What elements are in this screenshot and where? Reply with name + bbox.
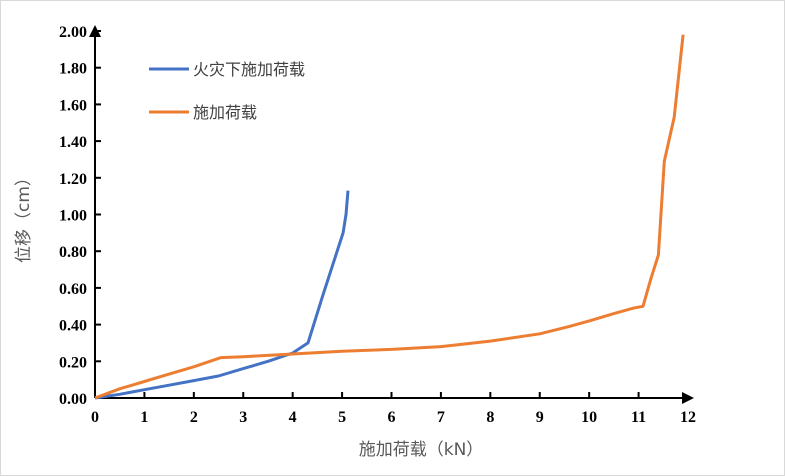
y-tick-label: 0.00 [59, 391, 87, 408]
y-tick-label: 1.60 [59, 97, 87, 114]
legend-label-fire: 火灾下施加荷载 [193, 60, 305, 79]
x-tick-label: 10 [581, 409, 597, 426]
x-tick-label: 9 [536, 409, 544, 426]
series-line-1 [94, 34, 685, 400]
x-axis-label: 施加荷载（kN） [359, 440, 484, 460]
x-tick-label: 6 [388, 409, 396, 426]
y-tick-label: 1.40 [59, 134, 87, 151]
y-axis-label: 位移（cm） [14, 169, 34, 263]
y-tick-label: 2.00 [59, 24, 87, 41]
x-tick-label: 2 [190, 409, 198, 426]
y-tick-label: 0.80 [59, 244, 87, 261]
y-tick-label: 1.80 [59, 61, 87, 78]
x-tick-label: 0 [91, 409, 99, 426]
x-tick-label: 4 [289, 409, 297, 426]
y-tick-label: 0.20 [59, 354, 87, 371]
x-tick-label: 5 [338, 409, 346, 426]
y-tick-label: 0.40 [59, 318, 87, 335]
x-tick-label: 8 [486, 409, 494, 426]
x-tick-label: 1 [140, 409, 148, 426]
y-tick-label: 0.60 [59, 281, 87, 298]
y-tick-label: 1.00 [59, 208, 87, 225]
x-tick-label: 11 [631, 409, 646, 426]
x-axis-arrow-icon [682, 392, 694, 404]
legend: 火灾下施加荷载 施加荷载 [149, 60, 305, 122]
x-tick-label: 3 [239, 409, 247, 426]
legend-label-load: 施加荷载 [193, 103, 257, 122]
x-tick-label: 12 [680, 409, 696, 426]
series-line-0 [94, 190, 350, 400]
x-tick-label: 7 [437, 409, 445, 426]
y-tick-label: 1.20 [59, 171, 87, 188]
